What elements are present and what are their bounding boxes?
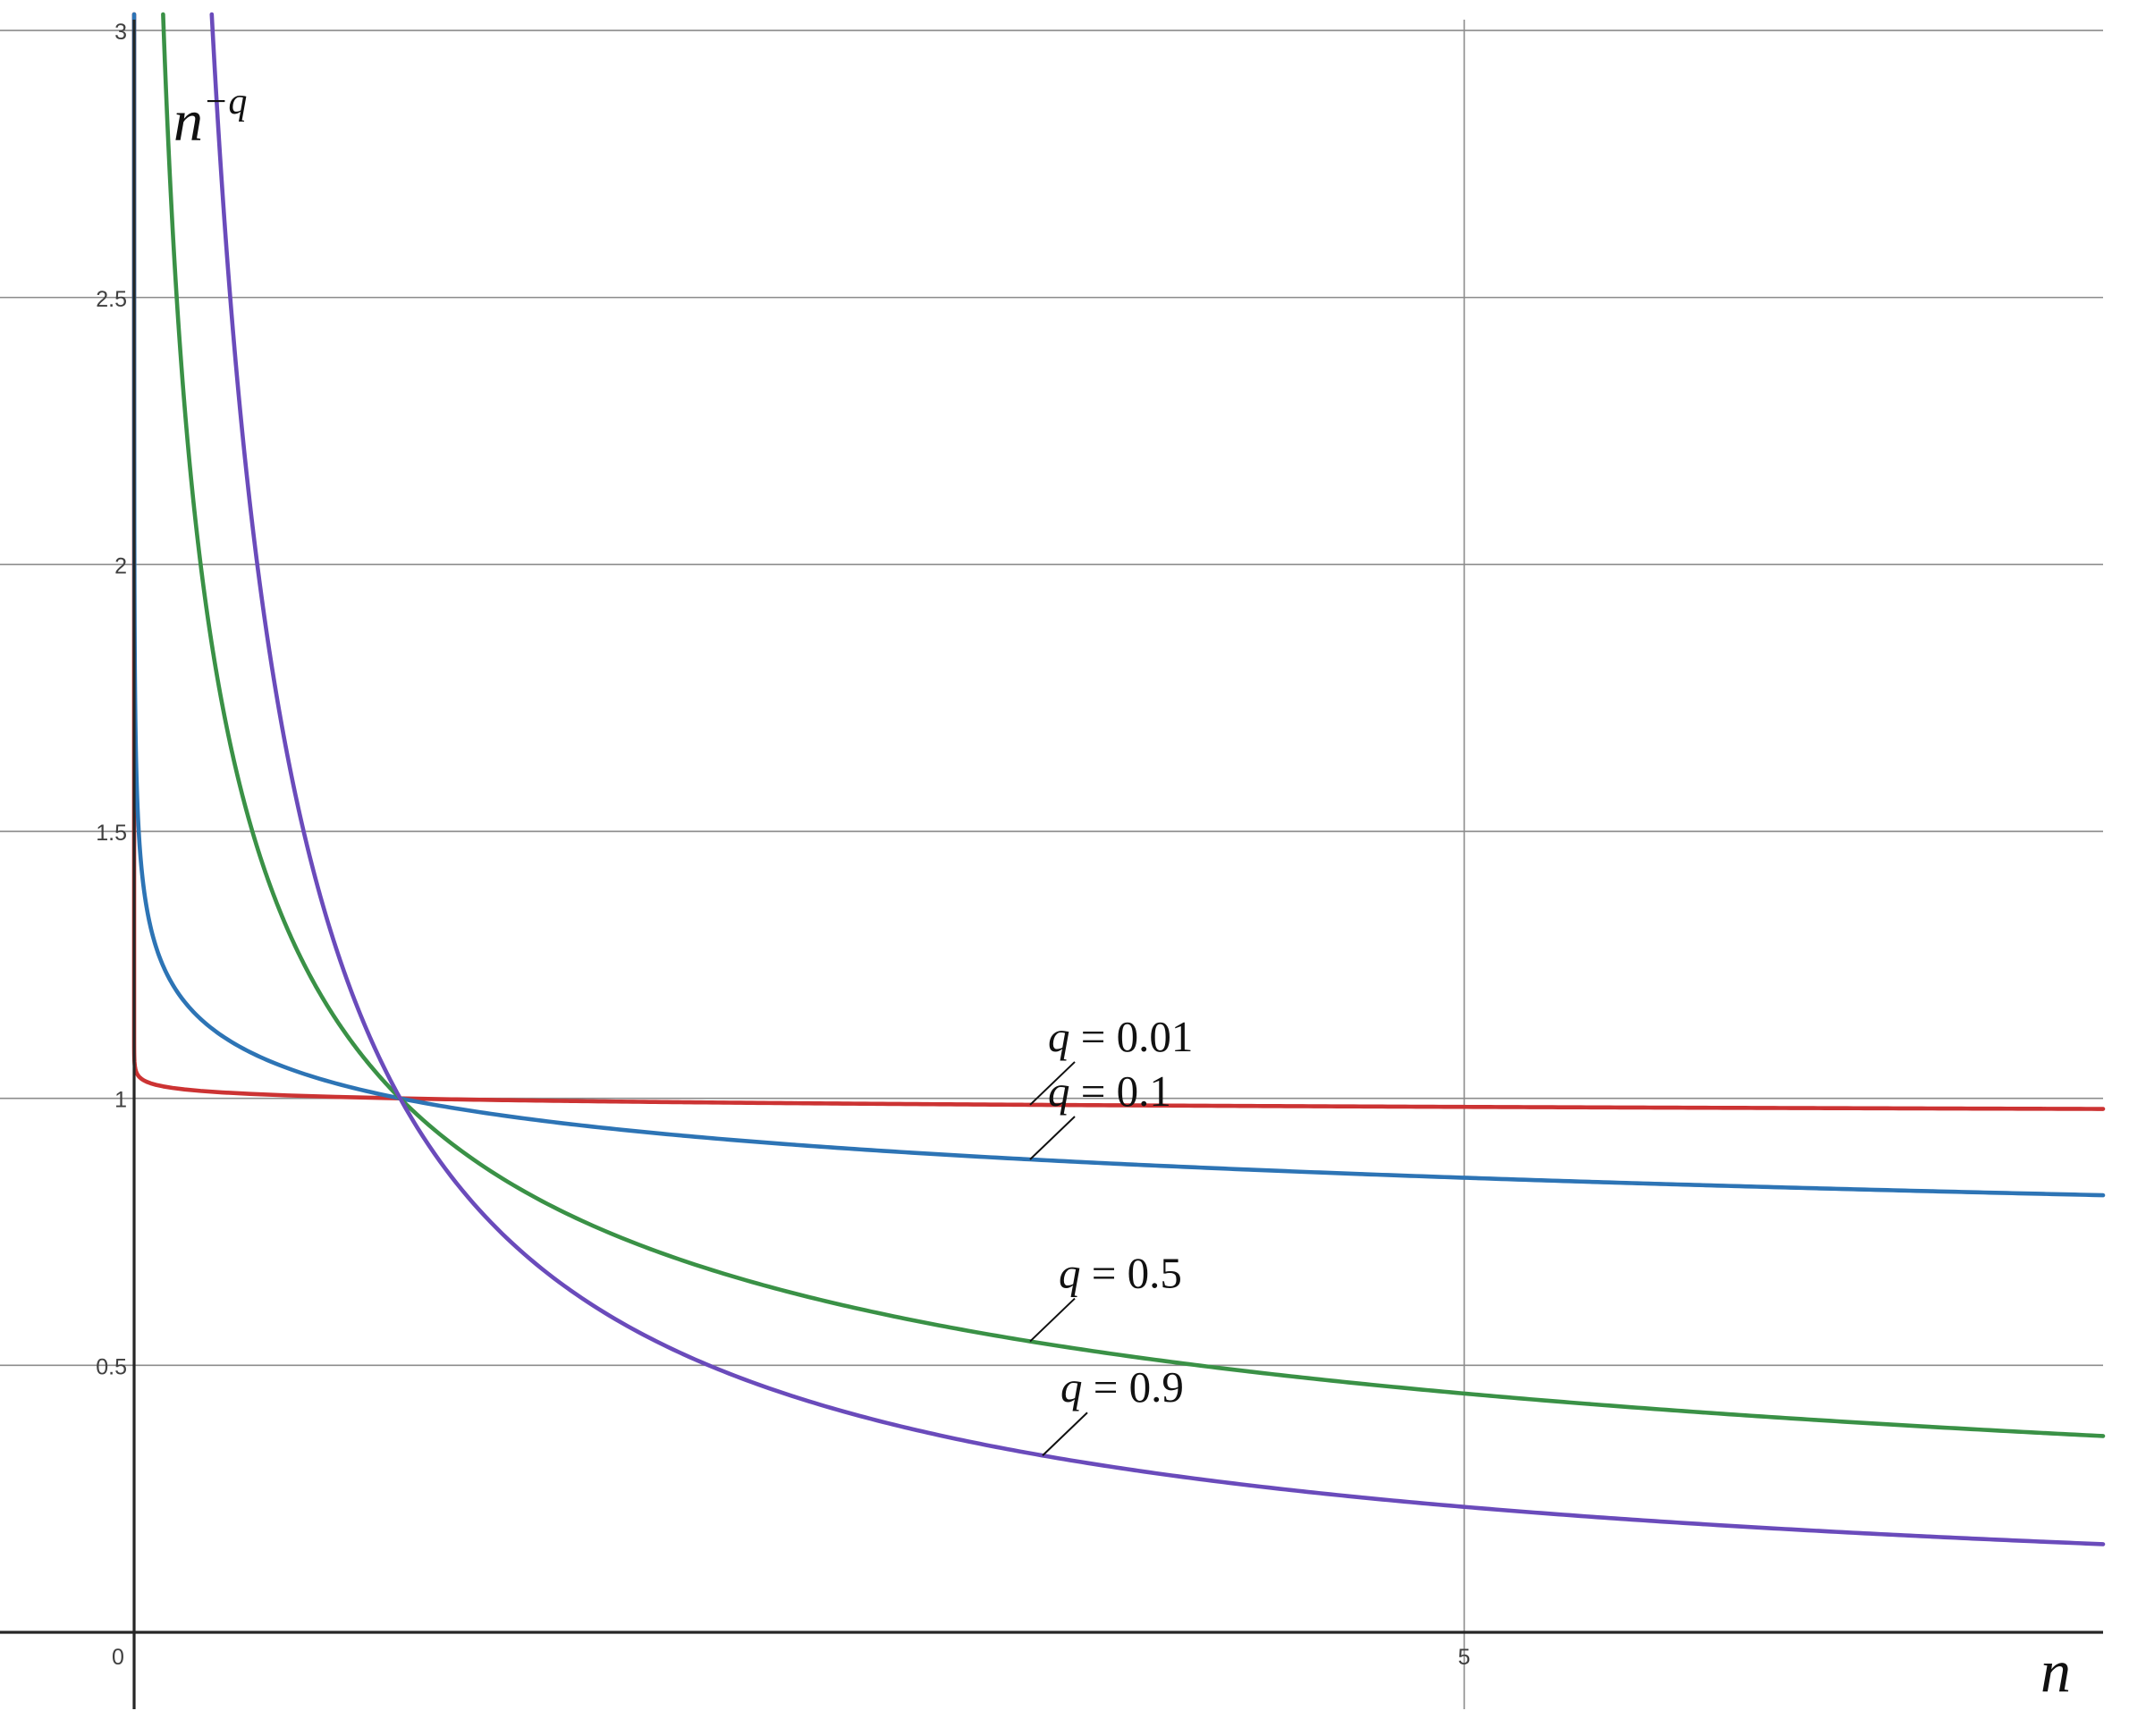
curve-q-0-5: [163, 14, 2103, 1436]
label-leader-line: [1030, 1299, 1075, 1342]
series-label: q = 0.1: [1048, 1066, 1171, 1116]
series-label-value: = 0.01: [1070, 1012, 1194, 1061]
series-label-value: = 0.9: [1083, 1362, 1184, 1412]
y-tick-label: 2.5: [96, 287, 127, 312]
y-axis-title-base: n: [173, 88, 203, 154]
series-label: q = 0.9: [1060, 1362, 1184, 1412]
series-label-variable: q: [1060, 1362, 1083, 1412]
series-label-value: = 0.1: [1070, 1066, 1171, 1116]
y-axis-title-exponent: −q: [203, 81, 247, 122]
curve-q-0-9: [212, 14, 2103, 1544]
x-tick-label: 0: [112, 1645, 124, 1670]
y-tick-label: 0.5: [96, 1354, 127, 1379]
series-label-variable: q: [1059, 1249, 1081, 1298]
series-label-variable: q: [1048, 1012, 1070, 1061]
series-label: q = 0.01: [1048, 1012, 1193, 1061]
y-axis-title: n−q: [173, 81, 247, 154]
y-tick-label: 1.5: [96, 821, 127, 846]
series-labels: q = 0.01q = 0.1q = 0.5q = 0.9: [1030, 1012, 1193, 1455]
y-tick-label: 3: [114, 20, 127, 45]
series-label-value: = 0.5: [1081, 1249, 1182, 1298]
y-tick-label: 1: [114, 1088, 127, 1113]
series-curves: [134, 14, 2103, 1544]
series-label: q = 0.5: [1059, 1249, 1182, 1298]
y-tick-label: 2: [114, 553, 127, 578]
curve-q-0-01: [134, 14, 2103, 1109]
label-leader-line: [1030, 1117, 1075, 1159]
x-tick-label: 5: [1458, 1645, 1471, 1670]
series-label-variable: q: [1048, 1066, 1070, 1116]
label-leader-line: [1043, 1412, 1087, 1455]
grid: [0, 20, 2129, 1709]
x-axis-title: n: [2040, 1637, 2071, 1705]
